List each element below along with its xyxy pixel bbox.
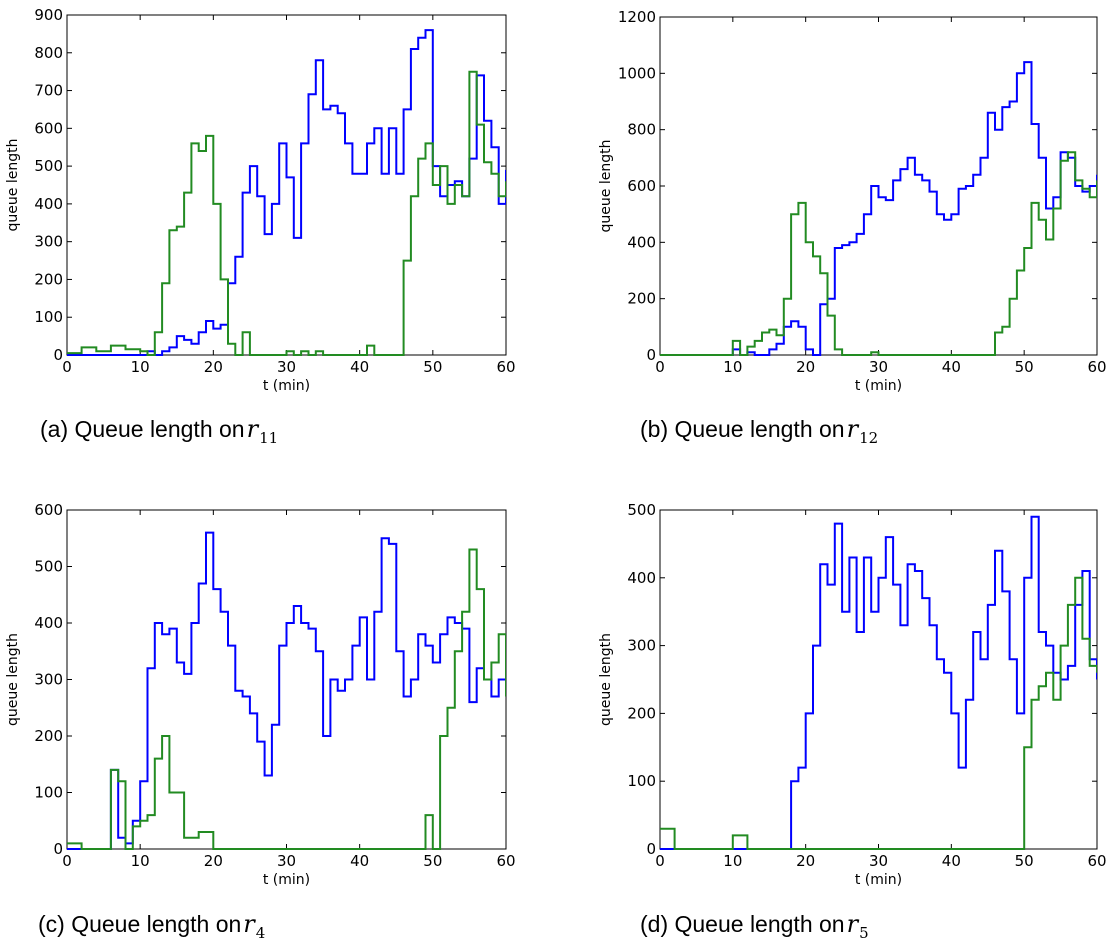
chart-panel-1: 0 10 20 30 40 50 60010020030040050060070080090… — [5, 6, 516, 447]
x-tick-label: 50 — [423, 852, 442, 870]
y-tick-label: 200 — [34, 727, 63, 745]
y-tick-label: 0 — [53, 840, 63, 858]
panel-caption: (d) Queue length on — [640, 911, 845, 937]
caption-subscript: 4 — [256, 924, 266, 942]
y-tick-label: 0 — [646, 346, 656, 364]
x-tick-label: 20 — [796, 852, 815, 870]
x-tick-label: 10 — [131, 852, 150, 870]
x-axis-label: t (min) — [263, 872, 310, 888]
x-axis-label: t (min) — [855, 378, 902, 394]
y-axis-label: queue length — [598, 140, 614, 233]
series-line-2 — [67, 70, 506, 356]
x-tick-label: 0 — [62, 358, 72, 376]
y-tick-label: 500 — [34, 558, 63, 576]
y-tick-label: 300 — [627, 637, 656, 655]
x-tick-label: 10 — [723, 358, 742, 376]
y-tick-label: 100 — [34, 784, 63, 802]
panel-caption: (a) Queue length on — [40, 416, 245, 442]
chart-panel-4: 0 10 20 30 40 50 60 0 100 200 300 400 500 t (min) queu… — [598, 501, 1107, 942]
y-tick-label: 600 — [34, 501, 63, 519]
y-tick-label: 900 — [34, 6, 63, 24]
y-tick-label: 600 — [627, 177, 656, 195]
y-axis-label: queue length — [598, 633, 614, 726]
y-tick-label: 1200 — [618, 8, 656, 26]
y-tick-label: 400 — [34, 614, 63, 632]
y-tick-label: 200 — [627, 290, 656, 308]
x-tick-label: 10 — [723, 852, 742, 870]
y-tick-label: 600 — [34, 119, 63, 137]
x-tick-label: 50 — [1015, 852, 1034, 870]
y-tick-label: 0 — [646, 840, 656, 858]
y-tick-label: 400 — [34, 195, 63, 213]
x-tick-label: 60 — [496, 852, 515, 870]
x-tick-label: 0 — [655, 852, 665, 870]
series-line-1 — [660, 61, 1097, 356]
y-tick-label: 700 — [34, 82, 63, 100]
x-tick-label: 60 — [1087, 358, 1106, 376]
x-tick-label: 30 — [869, 852, 888, 870]
y-tick-label: 300 — [34, 233, 63, 251]
x-tick-label: 30 — [277, 358, 296, 376]
x-tick-label: 60 — [496, 358, 515, 376]
x-axis-label: t (min) — [263, 378, 310, 394]
y-tick-label: 400 — [627, 233, 656, 251]
y-tick-label: 800 — [627, 121, 656, 139]
y-tick-label: 500 — [627, 501, 656, 519]
panel-caption: (b) Queue length on — [640, 416, 845, 442]
caption-symbol: r — [243, 910, 256, 938]
y-tick-label: 200 — [627, 704, 656, 722]
y-tick-label: 800 — [34, 44, 63, 62]
x-axis-label: t (min) — [855, 872, 902, 888]
y-tick-label: 500 — [34, 157, 63, 175]
y-tick-label: 100 — [627, 772, 656, 790]
x-tick-label: 30 — [277, 852, 296, 870]
caption-symbol: r — [247, 415, 260, 443]
y-axis-label: queue length — [5, 139, 21, 232]
y-tick-label: 200 — [34, 270, 63, 288]
x-tick-label: 50 — [423, 358, 442, 376]
x-tick-label: 20 — [204, 852, 223, 870]
y-tick-label: 1000 — [618, 64, 656, 82]
x-tick-label: 40 — [942, 358, 961, 376]
x-tick-label: 40 — [350, 358, 369, 376]
caption-symbol: r — [847, 910, 860, 938]
series-line-2 — [67, 548, 506, 850]
series-line-1 — [67, 29, 506, 356]
panel-caption: (c) Queue length on — [38, 911, 241, 937]
caption-subscript: 5 — [859, 924, 869, 942]
caption-subscript: 12 — [859, 429, 878, 447]
x-tick-label: 0 — [62, 852, 72, 870]
x-tick-label: 50 — [1015, 358, 1034, 376]
x-tick-label: 60 — [1087, 852, 1106, 870]
x-tick-label: 30 — [869, 358, 888, 376]
y-tick-label: 100 — [34, 308, 63, 326]
series-line-2 — [660, 151, 1097, 356]
x-tick-label: 10 — [131, 358, 150, 376]
caption-symbol: r — [847, 415, 860, 443]
series-line-1 — [67, 531, 506, 850]
y-tick-label: 400 — [627, 569, 656, 587]
x-tick-label: 40 — [942, 852, 961, 870]
x-tick-label: 20 — [204, 358, 223, 376]
x-tick-label: 0 — [655, 358, 665, 376]
y-tick-label: 300 — [34, 671, 63, 689]
x-tick-label: 40 — [350, 852, 369, 870]
series-line-2 — [660, 576, 1097, 850]
caption-subscript: 11 — [259, 429, 278, 447]
y-axis-label: queue length — [5, 633, 21, 726]
series-line-1 — [660, 515, 1097, 850]
y-tick-label: 0 — [53, 346, 63, 364]
x-tick-label: 20 — [796, 358, 815, 376]
